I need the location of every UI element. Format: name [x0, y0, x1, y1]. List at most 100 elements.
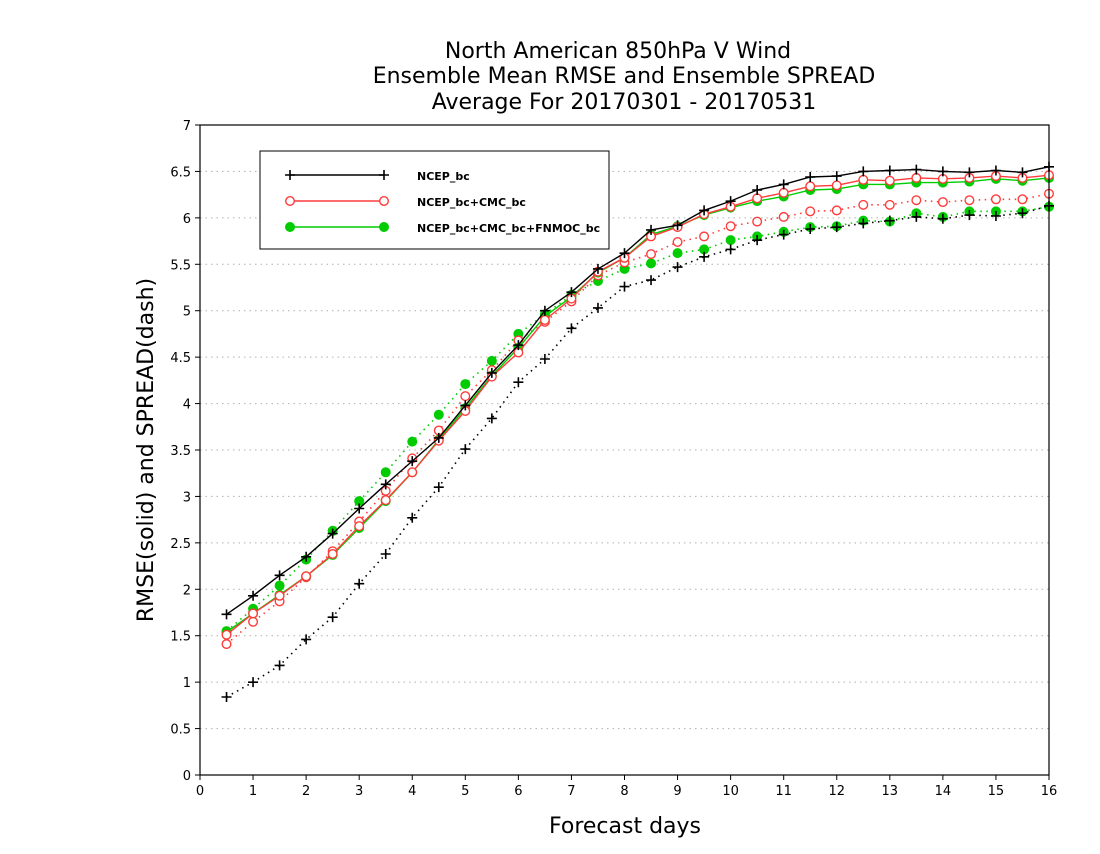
spread-point: [672, 262, 683, 273]
spread-point: [592, 302, 603, 313]
rmse-point: [805, 181, 816, 192]
legend-marker: [285, 195, 296, 206]
rmse-point: [725, 196, 736, 207]
x-tick-label: 13: [882, 784, 899, 799]
x-tick-label: 7: [567, 784, 575, 799]
series-spread-2: [221, 201, 1055, 637]
rmse-point: [327, 549, 338, 560]
rmse-point: [380, 495, 391, 506]
rmse-point: [699, 205, 710, 216]
rmse-point: [433, 432, 444, 443]
rmse-point: [301, 551, 312, 562]
rmse-point: [858, 166, 869, 177]
legend-item-2: NCEP_bc+CMC_bc+FNMOC_bc: [284, 221, 600, 235]
y-tick-label: 3.5: [170, 444, 191, 459]
spread-point: [672, 236, 683, 247]
spread-point: [327, 612, 338, 623]
rmse-point: [778, 187, 789, 198]
spread-point: [646, 249, 657, 260]
plot-frame: [199, 124, 1050, 776]
spread-point: [672, 248, 683, 259]
legend-marker: [378, 221, 389, 232]
rmse-point: [964, 167, 975, 178]
y-tick-label: 0.5: [170, 723, 191, 738]
spread-point: [646, 275, 657, 286]
x-tick-label: 3: [355, 784, 363, 799]
rmse-point: [460, 400, 471, 411]
y-tick-label: 2.5: [170, 537, 191, 552]
title-line-1: North American 850hPa V Wind: [445, 39, 791, 64]
y-tick-label: 4.5: [170, 351, 191, 366]
y-tick-label: 5: [183, 305, 191, 320]
rmse-point: [831, 180, 842, 191]
x-tick-label: 4: [408, 784, 416, 799]
spread-point: [725, 235, 736, 246]
spread-point: [990, 194, 1001, 205]
spread-point: [407, 436, 418, 447]
legend-items: NCEP_bc NCEP_bc+CMC_bc NCEP_bc+CMC_bc+FNMO…: [284, 170, 600, 235]
spread-point: [433, 482, 444, 493]
chart-title: North American 850hPa V Wind Ensemble Me…: [373, 39, 876, 115]
spread-point: [699, 251, 710, 262]
legend-item-0: NCEP_bc: [285, 170, 470, 183]
rmse-point: [752, 185, 763, 195]
spread-point: [248, 677, 259, 688]
x-tick-label: 11: [775, 784, 792, 799]
rmse-point: [274, 590, 285, 601]
rmse-point: [937, 166, 948, 177]
series-rmse-1: [221, 170, 1054, 640]
spread-point: [858, 199, 869, 210]
legend-label: NCEP_bc+CMC_bc+FNMOC_bc: [417, 222, 600, 235]
spread-point: [486, 355, 497, 366]
title-line-2: Ensemble Mean RMSE and Ensemble SPREAD: [373, 64, 876, 89]
spread-point: [248, 616, 259, 627]
rmse-point: [1017, 167, 1028, 178]
y-axis-label: RMSE(solid) and SPREAD(dash): [134, 278, 159, 622]
spread-point: [274, 660, 285, 671]
spread-point: [646, 258, 657, 269]
y-tick-label: 7: [183, 119, 191, 134]
spread-point: [221, 639, 232, 650]
spread-point: [486, 413, 497, 424]
y-tick-label: 4: [183, 398, 191, 413]
rmse-point: [380, 479, 391, 490]
rmse-point: [327, 528, 338, 539]
rmse-point: [539, 315, 550, 326]
spread-point: [752, 216, 763, 227]
spread-point: [380, 549, 391, 559]
y-tick-label: 0: [183, 769, 191, 784]
legend-marker: [379, 170, 389, 180]
rmse-point: [248, 608, 259, 619]
x-tick-label: 6: [514, 784, 522, 799]
spread-point: [911, 211, 922, 222]
spread-point: [778, 229, 789, 240]
y-tick-label: 6: [183, 212, 191, 227]
rmse-point: [592, 263, 603, 274]
rmse-point: [911, 164, 922, 175]
spread-point: [937, 197, 948, 208]
rmse-point: [646, 224, 657, 235]
spread-point: [964, 210, 975, 221]
spread-point: [911, 195, 922, 206]
rmse-point: [884, 165, 895, 176]
spread-point: [752, 235, 763, 246]
rmse-point: [301, 571, 312, 582]
spread-point: [354, 578, 365, 589]
rmse-point: [354, 503, 365, 514]
rmse-point: [805, 172, 816, 182]
spread-point: [274, 580, 285, 591]
spread-point: [221, 692, 232, 702]
rmse-point: [911, 172, 922, 183]
spread-line-2: [226, 205, 1050, 632]
legend-marker: [284, 221, 295, 232]
series-rmse-0: [221, 161, 1054, 620]
rmse-point: [221, 629, 232, 640]
spread-point: [460, 391, 471, 402]
spread-point: [1017, 208, 1028, 219]
spread-point: [725, 244, 736, 255]
rmse-point: [354, 521, 365, 532]
y-tick-label: 1: [183, 676, 191, 691]
grid-lines: [200, 170, 1049, 730]
series-spread-0: [221, 200, 1054, 702]
